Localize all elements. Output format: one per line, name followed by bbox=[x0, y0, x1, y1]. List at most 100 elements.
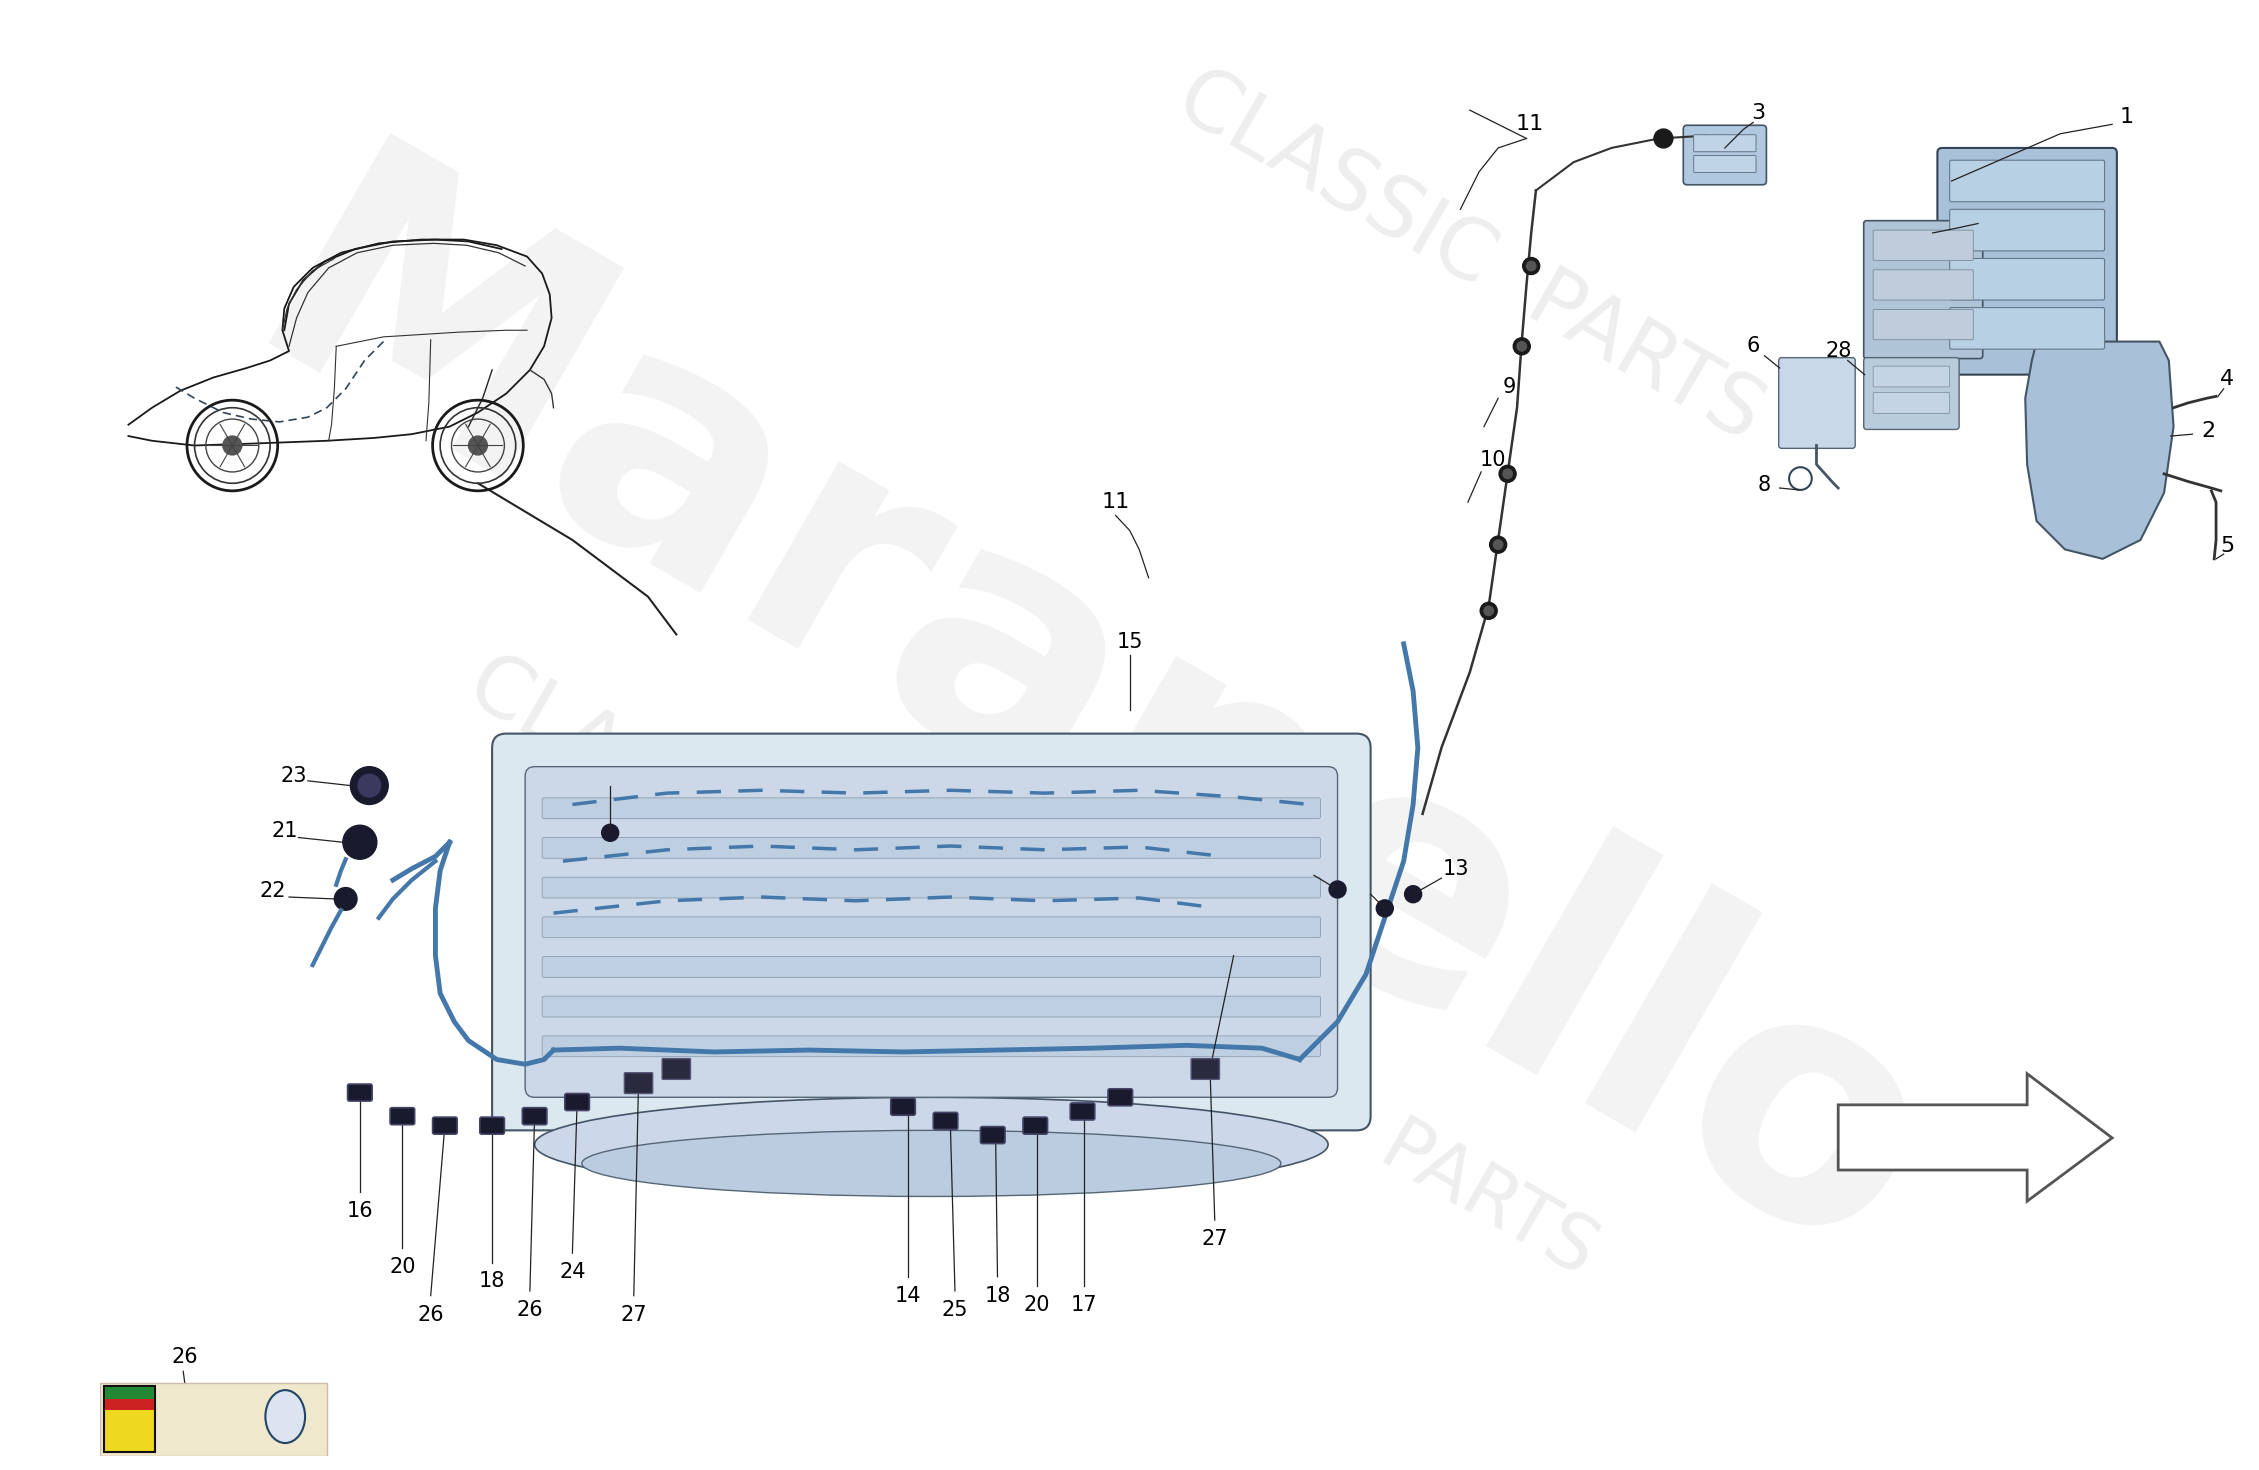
Circle shape bbox=[1518, 341, 1527, 351]
Text: 26: 26 bbox=[517, 1299, 542, 1320]
Circle shape bbox=[1514, 338, 1529, 354]
Circle shape bbox=[1489, 537, 1507, 553]
FancyBboxPatch shape bbox=[104, 1388, 154, 1398]
FancyBboxPatch shape bbox=[1023, 1117, 1048, 1135]
Circle shape bbox=[1502, 469, 1511, 479]
FancyBboxPatch shape bbox=[99, 1383, 328, 1457]
FancyBboxPatch shape bbox=[890, 1098, 915, 1116]
Circle shape bbox=[224, 437, 242, 454]
FancyBboxPatch shape bbox=[1683, 125, 1767, 185]
FancyBboxPatch shape bbox=[933, 1113, 958, 1129]
FancyBboxPatch shape bbox=[1864, 357, 1959, 429]
FancyBboxPatch shape bbox=[492, 734, 1371, 1130]
Text: 28: 28 bbox=[1825, 341, 1852, 362]
Text: CLASSIC  PARTS: CLASSIC PARTS bbox=[454, 641, 1069, 1042]
Text: 21: 21 bbox=[271, 820, 298, 841]
Circle shape bbox=[1500, 466, 1516, 482]
Circle shape bbox=[1493, 539, 1502, 550]
Circle shape bbox=[1523, 257, 1541, 275]
FancyBboxPatch shape bbox=[542, 957, 1322, 978]
FancyBboxPatch shape bbox=[1071, 1102, 1096, 1120]
FancyBboxPatch shape bbox=[1694, 156, 1755, 172]
Circle shape bbox=[468, 437, 488, 454]
FancyBboxPatch shape bbox=[1107, 1089, 1132, 1105]
Text: 7: 7 bbox=[1988, 207, 2001, 226]
FancyBboxPatch shape bbox=[1950, 209, 2105, 251]
Text: MASERATI: MASERATI bbox=[267, 1423, 305, 1432]
Text: 11: 11 bbox=[1516, 115, 1543, 134]
Text: 19: 19 bbox=[596, 761, 623, 782]
FancyBboxPatch shape bbox=[104, 1386, 156, 1452]
FancyBboxPatch shape bbox=[980, 1126, 1005, 1144]
Text: 22: 22 bbox=[260, 882, 287, 901]
Circle shape bbox=[334, 888, 357, 910]
Text: 24: 24 bbox=[560, 1263, 585, 1282]
Text: FERRARI: FERRARI bbox=[881, 936, 1057, 985]
FancyBboxPatch shape bbox=[1864, 220, 1983, 359]
Text: 11: 11 bbox=[1102, 492, 1130, 512]
Text: 18: 18 bbox=[479, 1272, 506, 1292]
FancyBboxPatch shape bbox=[542, 798, 1322, 819]
FancyBboxPatch shape bbox=[662, 1058, 691, 1079]
FancyBboxPatch shape bbox=[542, 997, 1322, 1017]
Text: 14: 14 bbox=[895, 1286, 922, 1305]
Text: 17: 17 bbox=[1071, 1295, 1098, 1316]
Polygon shape bbox=[1839, 1073, 2112, 1201]
Circle shape bbox=[601, 825, 619, 841]
Text: 6: 6 bbox=[1746, 337, 1760, 356]
Polygon shape bbox=[2026, 341, 2173, 559]
Circle shape bbox=[1480, 603, 1498, 619]
Text: 27: 27 bbox=[1202, 1229, 1229, 1249]
Circle shape bbox=[343, 825, 377, 860]
FancyBboxPatch shape bbox=[542, 917, 1322, 938]
FancyBboxPatch shape bbox=[479, 1117, 504, 1135]
FancyBboxPatch shape bbox=[623, 1073, 653, 1094]
Text: ferrari: ferrari bbox=[793, 870, 956, 928]
Circle shape bbox=[1484, 606, 1493, 616]
Ellipse shape bbox=[583, 1130, 1281, 1197]
Text: 4: 4 bbox=[2221, 369, 2234, 390]
Text: 10: 10 bbox=[1480, 450, 1507, 470]
Text: 8: 8 bbox=[1758, 475, 1771, 495]
FancyBboxPatch shape bbox=[104, 1398, 154, 1410]
Text: 27: 27 bbox=[621, 1304, 646, 1324]
FancyBboxPatch shape bbox=[1778, 357, 1855, 448]
FancyBboxPatch shape bbox=[1950, 259, 2105, 300]
FancyBboxPatch shape bbox=[348, 1083, 373, 1101]
FancyBboxPatch shape bbox=[524, 767, 1337, 1097]
Text: CLASSIC  PARTS: CLASSIC PARTS bbox=[1046, 923, 1611, 1291]
Circle shape bbox=[1654, 129, 1674, 148]
FancyBboxPatch shape bbox=[391, 1108, 416, 1125]
Text: 3: 3 bbox=[1751, 103, 1764, 123]
FancyBboxPatch shape bbox=[1950, 160, 2105, 201]
Text: 2: 2 bbox=[2203, 422, 2216, 441]
FancyBboxPatch shape bbox=[542, 838, 1322, 858]
Text: 26: 26 bbox=[172, 1347, 199, 1367]
Text: 20: 20 bbox=[1023, 1295, 1050, 1316]
Text: CLASSIC PARTS: CLASSIC PARTS bbox=[172, 1420, 289, 1435]
Text: 18: 18 bbox=[985, 1286, 1010, 1305]
FancyBboxPatch shape bbox=[1873, 310, 1974, 340]
FancyBboxPatch shape bbox=[542, 878, 1322, 898]
FancyBboxPatch shape bbox=[1873, 270, 1974, 300]
Text: |: | bbox=[280, 1401, 289, 1426]
Circle shape bbox=[1405, 886, 1421, 903]
FancyBboxPatch shape bbox=[1694, 135, 1755, 151]
Ellipse shape bbox=[535, 1097, 1328, 1192]
FancyBboxPatch shape bbox=[542, 1036, 1322, 1057]
Text: Maranello: Maranello bbox=[145, 1388, 316, 1416]
Circle shape bbox=[1328, 881, 1346, 898]
FancyBboxPatch shape bbox=[1190, 1058, 1220, 1079]
FancyBboxPatch shape bbox=[1950, 307, 2105, 350]
Circle shape bbox=[1527, 262, 1536, 270]
Text: 14: 14 bbox=[1344, 875, 1369, 895]
Text: 26: 26 bbox=[418, 1304, 445, 1324]
FancyBboxPatch shape bbox=[1873, 231, 1974, 260]
Text: 12: 12 bbox=[1288, 856, 1312, 876]
Circle shape bbox=[350, 767, 389, 804]
Text: 1: 1 bbox=[2119, 107, 2132, 126]
Text: 5: 5 bbox=[2221, 535, 2234, 556]
FancyBboxPatch shape bbox=[1873, 392, 1950, 413]
Text: 9: 9 bbox=[1502, 376, 1516, 397]
Text: 15: 15 bbox=[1116, 632, 1143, 653]
